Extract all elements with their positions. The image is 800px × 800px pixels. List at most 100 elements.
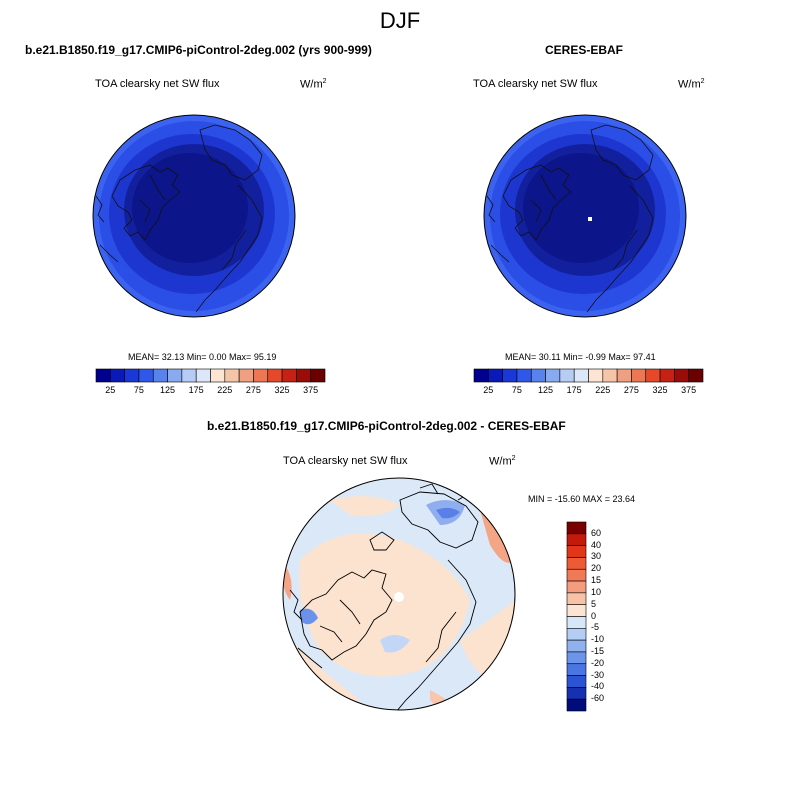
panel-1-colorbar-box: [110, 368, 125, 383]
panel-2-map: [483, 114, 687, 318]
panel-2-coastlines: [486, 117, 662, 313]
panel-1-colorbar-box: [152, 368, 168, 383]
panel-2-colorbar-box: [631, 368, 647, 383]
panel-3-colorbar-label: 60: [591, 527, 602, 538]
panel-3-colorbar-label: 40: [591, 539, 602, 550]
panel-3-colorbar-label: -30: [591, 669, 605, 680]
panel-1-colorbar-label: 125: [160, 385, 176, 395]
panel-3-coastlines: [289, 483, 479, 710]
panel-3-colorbar-box: [566, 616, 587, 629]
panel-3-colorbar-label: -40: [591, 681, 605, 692]
panel-2-title: CERES-EBAF: [545, 43, 624, 57]
panel-1-colorbar-box: [167, 368, 183, 383]
panel-2-colorbar-box: [674, 368, 689, 383]
panel-3-colorbar-label: 20: [591, 563, 602, 574]
panel-3-colorbar-label: 30: [591, 551, 602, 562]
panel-2-colorbar-box: [588, 368, 604, 383]
panel-1-title: b.e21.B1850.f19_g17.CMIP6-piControl-2deg…: [25, 43, 372, 57]
panel-3-colorbar-label: 5: [591, 598, 597, 609]
panel-1-colorbar-box: [181, 368, 197, 383]
panel-3-colorbar-label: 10: [591, 586, 602, 597]
panel-1-colorbar-label: 275: [245, 385, 261, 395]
panel-3-colorbar-box: [566, 651, 587, 665]
panel-1-colorbar-label: 225: [217, 385, 233, 395]
panel-1-coastlines: [95, 117, 271, 313]
panel-3-units: W/m2: [489, 455, 516, 468]
panel-1-colorbar-box: [95, 368, 111, 383]
panel-3-colorbar-label: 0: [591, 610, 597, 621]
panel-2-colorbar-box: [545, 368, 561, 383]
panel-1-map: [92, 114, 296, 318]
panel-2-units: W/m2: [678, 78, 705, 91]
panel-1-colorbar-box: [224, 368, 240, 383]
panel-2-variable: TOA clearsky net SW flux: [473, 78, 598, 90]
panel-3-colorbar-label: -20: [591, 657, 605, 668]
panel-2-colorbar-box: [502, 368, 518, 383]
panel-2-colorbar-label: 125: [538, 385, 554, 395]
panel-2-colorbar-label: 375: [681, 385, 697, 395]
panel-3-colorbar-box: [566, 675, 587, 688]
panel-1-colorbar-box: [296, 368, 311, 383]
panel-1-colorbar-box: [138, 368, 154, 383]
panel-3-colorbar-box: [566, 545, 587, 558]
panel-3-colorbar-box: [566, 592, 587, 605]
panel-3-colorbar-box: [566, 687, 587, 700]
panel-3-colorbar-label: -60: [591, 693, 605, 704]
panel-3-colorbar-box: [566, 604, 587, 617]
panel-2-colorbar-label: 325: [652, 385, 668, 395]
panel-2-colorbar-box: [473, 368, 489, 383]
panel-3-map: [282, 477, 516, 711]
panel-3-colorbar-box: [566, 663, 587, 676]
panel-1-colorbar-box: [281, 368, 297, 383]
panel-1-colorbar-box: [253, 368, 269, 383]
panel-1-stats: MEAN= 32.13 Min= 0.00 Max= 95.19: [128, 352, 277, 362]
panel-3-colorbar-box: [566, 557, 587, 570]
panel-2-colorbar-box: [659, 368, 675, 383]
panel-3-colorbar-box: [566, 639, 587, 653]
panel-1-colorbar-box: [238, 368, 254, 383]
panel-2-stats: MEAN= 30.11 Min= -0.99 Max= 97.41: [505, 352, 656, 362]
panel-1-colorbar-box: [124, 368, 140, 383]
panel-1-colorbar-label: 75: [133, 385, 144, 395]
season-title: DJF: [379, 8, 421, 33]
panel-1-variable: TOA clearsky net SW flux: [95, 78, 220, 90]
panel-3-stats: MIN = -15.60 MAX = 23.64: [528, 494, 636, 504]
panel-1-colorbar-label: 25: [105, 385, 116, 395]
panel-2-colorbar-box: [688, 368, 704, 383]
panel-3-colorbar-box: [566, 568, 587, 582]
panel-3-title: b.e21.B1850.f19_g17.CMIP6-piControl-2deg…: [207, 419, 566, 433]
panel-2-colorbar-label: 225: [595, 385, 611, 395]
panel-2-colorbar-box: [616, 368, 632, 383]
panel-2-colorbar-box: [573, 368, 589, 383]
panel-1-units: W/m2: [300, 78, 327, 91]
panel-3-colorbar-box: [566, 698, 587, 712]
panel-2-colorbar-label: 25: [483, 385, 494, 395]
panel-2-colorbar-box: [516, 368, 532, 383]
panel-3-colorbar-box: [566, 521, 587, 535]
panel-2-colorbar-box: [645, 368, 661, 383]
panel-1-colorbar-box: [310, 368, 326, 383]
panel-2-colorbar-box: [559, 368, 575, 383]
panel-3-colorbar-label: 15: [591, 575, 602, 586]
panel-1-colorbar-box: [195, 368, 211, 383]
panel-3-colorbar-box: [566, 533, 587, 546]
panel-2-colorbar: [473, 368, 704, 383]
panel-3-colorbar-box: [566, 628, 587, 641]
panel-3-colorbar-label: -5: [591, 622, 600, 633]
panel-1-colorbar-label: 325: [274, 385, 290, 395]
panel-2-colorbar-box: [530, 368, 546, 383]
panel-3-colorbar: [566, 521, 587, 712]
panel-3-variable: TOA clearsky net SW flux: [283, 455, 408, 467]
panel-1-colorbar-label: 375: [303, 385, 319, 395]
panel-2-colorbar-label: 75: [511, 385, 522, 395]
panel-2-colorbar-label: 175: [566, 385, 582, 395]
panel-3-colorbar-box: [566, 580, 587, 594]
panel-3-colorbar-label: -10: [591, 634, 605, 645]
panel-1-colorbar: [95, 368, 326, 383]
panel-2-colorbar-box: [602, 368, 618, 383]
panel-2-colorbar-label: 275: [623, 385, 639, 395]
panel-1-colorbar-box: [267, 368, 283, 383]
panel-3-colorbar-label: -15: [591, 645, 605, 656]
panel-1-colorbar-box: [210, 368, 226, 383]
